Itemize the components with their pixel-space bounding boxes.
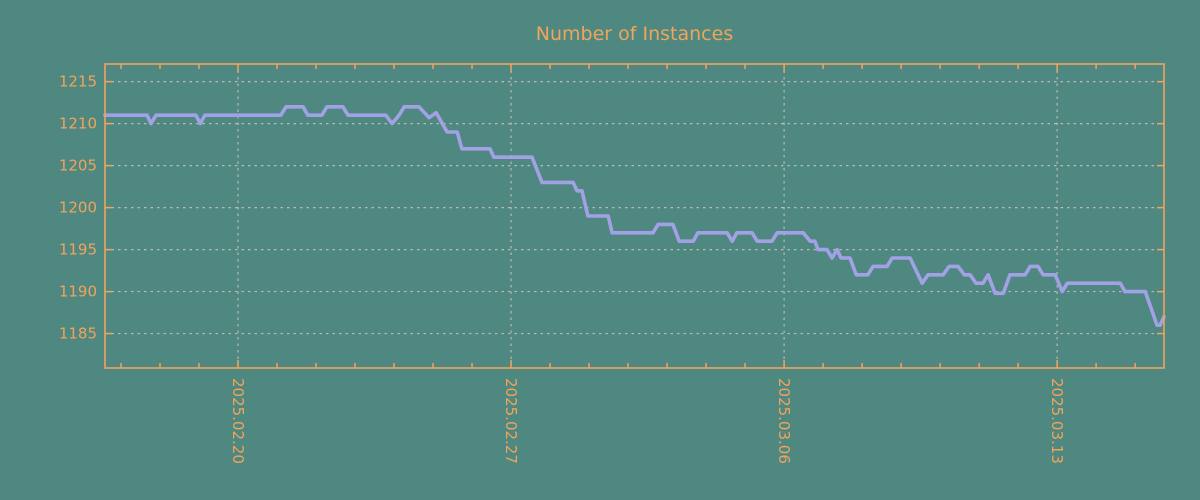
y-axis-label: 1190 [59, 283, 97, 301]
labels-layer: 1215 1210 1205 1200 1195 1190 1185 2025.02.20 20… [59, 73, 1066, 464]
y-axis-label: 1195 [59, 241, 97, 259]
grid-layer [105, 64, 1164, 368]
y-axis-label: 1205 [59, 157, 97, 175]
y-axis-label: 1185 [59, 325, 97, 343]
axes-layer [104, 63, 1165, 369]
y-axis-label: 1200 [59, 199, 97, 217]
x-axis-label: 2025.03.13 [1048, 378, 1066, 464]
x-axis-label: 2025.02.27 [502, 378, 520, 464]
chart-title: Number of Instances [536, 23, 733, 45]
plot-border [104, 63, 1165, 369]
x-axis-label: 2025.03.06 [775, 378, 793, 464]
series-layer [103, 105, 1166, 328]
x-axis-label: 2025.02.20 [229, 378, 247, 464]
y-axis-label: 1210 [59, 115, 97, 133]
data-line [103, 105, 1166, 328]
y-axis-label: 1215 [59, 73, 97, 91]
